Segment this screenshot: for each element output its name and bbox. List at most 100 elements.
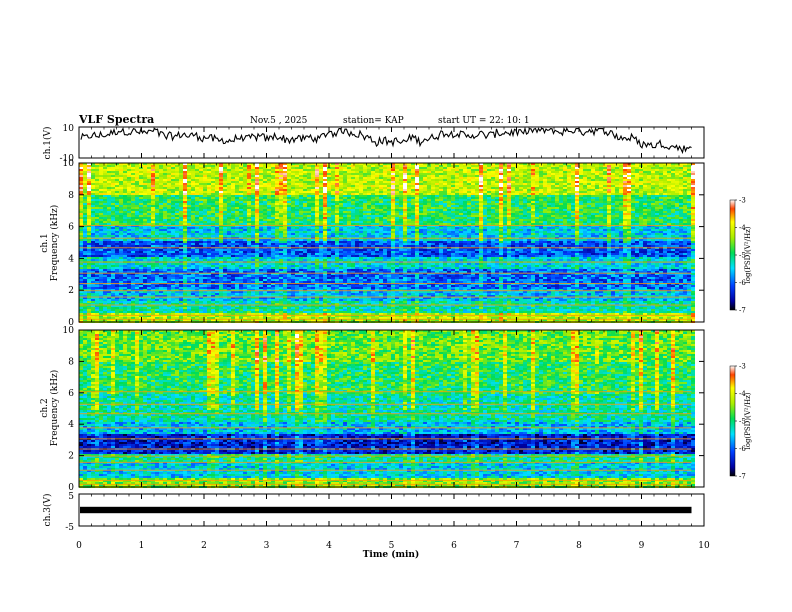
spec-cell [231, 177, 235, 179]
spec-cell [111, 191, 115, 193]
spec-cell [319, 251, 323, 253]
spec-cell [171, 317, 175, 319]
spec-cell [87, 243, 91, 245]
spec-cell [263, 297, 267, 299]
spec-cell [255, 253, 259, 255]
spec-cell [155, 253, 159, 255]
spec-cell [215, 301, 219, 303]
spec-cell [151, 279, 155, 281]
spec-cell [279, 163, 283, 165]
spec-cell [227, 205, 231, 207]
spec-cell [107, 293, 111, 295]
spec-cell [87, 279, 91, 281]
spec-cell [195, 201, 199, 203]
spec-cell [167, 213, 171, 215]
spec-cell [171, 223, 175, 225]
spec-cell [211, 229, 215, 231]
spec-cell [263, 307, 267, 309]
spec-cell [135, 191, 139, 193]
spec-cell [319, 207, 323, 209]
spec-cell [111, 263, 115, 265]
spec-cell [235, 279, 239, 281]
spec-cell [235, 319, 239, 321]
spec-cell [287, 181, 291, 183]
spec-cell [131, 309, 135, 311]
spec-cell [83, 249, 87, 251]
spec-cell [91, 241, 95, 243]
spec-cell [135, 211, 139, 213]
spec-cell [203, 255, 207, 257]
spec-cell [171, 259, 175, 261]
spec-cell [159, 271, 163, 273]
spec-cell [163, 189, 167, 191]
spec-cell [227, 315, 231, 317]
spec-cell [211, 259, 215, 261]
spec-cell [151, 319, 155, 321]
spec-cell [139, 185, 143, 187]
spec-cell [279, 181, 283, 183]
spec-cell [171, 187, 175, 189]
spec-cell [303, 243, 307, 245]
spec-cell [235, 177, 239, 179]
spec-cell [111, 307, 115, 309]
spec-cell [151, 167, 155, 169]
spec-cell [251, 173, 255, 175]
spec-cell [227, 275, 231, 277]
spec-cell [135, 311, 139, 313]
spec-cell [291, 207, 295, 209]
spec-cell [243, 259, 247, 261]
spec-cell [271, 309, 275, 311]
spec-cell [227, 209, 231, 211]
spec-cell [99, 193, 103, 195]
spec-cell [243, 277, 247, 279]
spec-cell [243, 205, 247, 207]
spec-cell [131, 195, 135, 197]
spec-cell [303, 195, 307, 197]
spec-cell [291, 223, 295, 225]
spec-cell [91, 311, 95, 313]
spec-cell [239, 173, 243, 175]
spec-cell [235, 171, 239, 173]
spec-cell [143, 191, 147, 193]
spec-cell [91, 221, 95, 223]
spec-cell [195, 251, 199, 253]
spec-cell [219, 253, 223, 255]
spec-cell [103, 299, 107, 301]
spec-cell [123, 243, 127, 245]
spec-cell [207, 163, 211, 165]
spec-cell [295, 265, 299, 267]
spec-cell [147, 175, 151, 177]
spec-cell [183, 213, 187, 215]
spec-cell [203, 223, 207, 225]
spec-cell [291, 197, 295, 199]
spec-cell [271, 163, 275, 165]
spec-cell [263, 271, 267, 273]
spec-cell [227, 199, 231, 201]
spec-cell [127, 205, 131, 207]
spec-cell [171, 303, 175, 305]
spec-cell [111, 259, 115, 261]
spec-cell [175, 207, 179, 209]
spec-cell [247, 191, 251, 193]
spec-cell [275, 259, 279, 261]
spec-cell [187, 315, 191, 317]
spec-cell [307, 311, 311, 313]
spec-cell [115, 181, 119, 183]
spec-cell [99, 183, 103, 185]
spec-cell [115, 169, 119, 171]
spec-cell [231, 319, 235, 321]
spec-cell [111, 179, 115, 181]
spec-cell [295, 255, 299, 257]
spec-cell [215, 193, 219, 195]
spec-cell [247, 173, 251, 175]
spec-cell [323, 169, 327, 171]
spec-cell [155, 313, 159, 315]
spec-cell [231, 203, 235, 205]
spec-cell [215, 189, 219, 191]
spec-cell [107, 171, 111, 173]
spec-cell [135, 285, 139, 287]
spec-cell [291, 227, 295, 229]
spec-cell [103, 291, 107, 293]
spec-cell [167, 231, 171, 233]
spec-cell [243, 191, 247, 193]
